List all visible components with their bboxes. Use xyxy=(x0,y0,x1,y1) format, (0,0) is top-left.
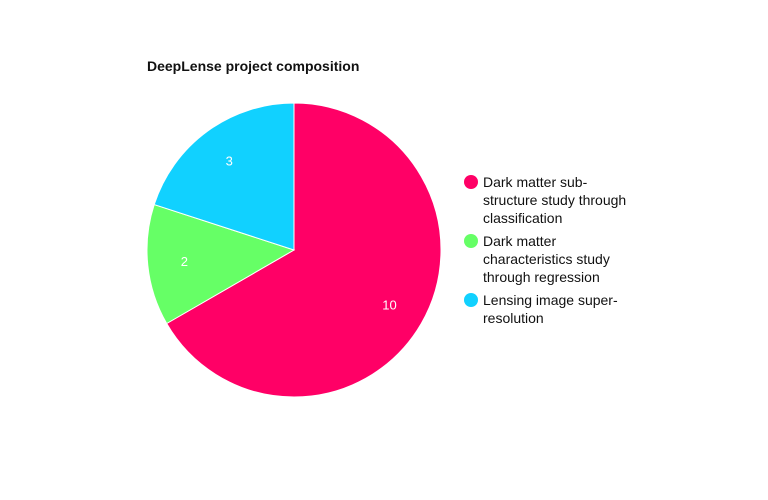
slice-value-label-classification: 10 xyxy=(382,298,396,313)
pie-slice-regression[interactable] xyxy=(146,203,296,325)
legend-item-classification[interactable]: Dark matter sub-structure study through … xyxy=(464,173,634,227)
legend-swatch-classification xyxy=(464,175,478,189)
legend: Dark matter sub-structure study through … xyxy=(464,173,634,332)
legend-item-regression[interactable]: Dark matter characteristics study throug… xyxy=(464,232,634,286)
pie-slice-super-resolution[interactable] xyxy=(153,102,295,251)
legend-label-regression: Dark matter characteristics study throug… xyxy=(483,233,610,285)
slice-value-label-regression: 2 xyxy=(181,254,188,269)
pie-slice-classification[interactable] xyxy=(166,102,442,398)
legend-item-super-resolution[interactable]: Lensing image super-resolution xyxy=(464,291,634,327)
chart-title: DeepLense project composition xyxy=(147,58,360,74)
slice-value-label-super-resolution: 3 xyxy=(226,153,233,168)
legend-swatch-super-resolution xyxy=(464,293,478,307)
legend-label-super-resolution: Lensing image super-resolution xyxy=(483,292,618,326)
legend-label-classification: Dark matter sub-structure study through … xyxy=(483,174,627,226)
legend-swatch-regression xyxy=(464,234,478,248)
